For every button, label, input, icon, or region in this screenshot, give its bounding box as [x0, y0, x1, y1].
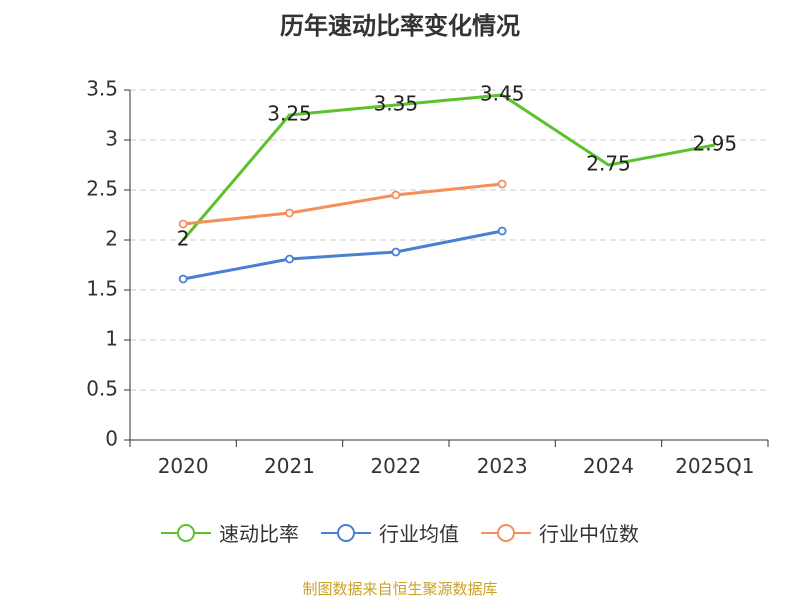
- data-label: 3.35: [374, 92, 419, 116]
- legend-label: 行业中位数: [539, 522, 639, 546]
- series-point-3: [497, 179, 507, 189]
- grid-lines: [130, 89, 768, 391]
- data-label: 2: [177, 227, 190, 251]
- chart-title: 历年速动比率变化情况: [280, 12, 520, 40]
- series-point-3: [178, 219, 188, 229]
- series-line-1: [182, 93, 716, 241]
- x-tick-label: 2025Q1: [675, 454, 754, 478]
- series-point-2: [497, 226, 507, 236]
- x-tick-label: 2021: [264, 454, 315, 478]
- series-line-2: [182, 229, 503, 281]
- series-point-3: [285, 208, 294, 218]
- y-tick-label: 2.5: [86, 177, 118, 201]
- legend-item-series-1[interactable]: 速动比率: [161, 518, 299, 547]
- data-label: 3.25: [267, 102, 312, 126]
- y-tick-label: 3: [105, 127, 118, 151]
- axes: [129, 90, 768, 441]
- y-axis-ticks: 0 0.5 1 1.5 2 2.5 3 3.5: [86, 77, 130, 451]
- y-tick-label: 3.5: [86, 77, 118, 101]
- series-line-3: [183, 182, 503, 226]
- series-point-2: [391, 247, 401, 257]
- series-point-3: [391, 190, 401, 200]
- y-tick-label: 1: [105, 327, 118, 351]
- x-tick-label: 2023: [477, 454, 528, 478]
- y-tick-label: 0: [105, 427, 118, 451]
- x-axis-ticks: 2020 2021 2022 2023 2024 2025Q1: [129, 440, 769, 478]
- y-tick-label: 1.5: [86, 277, 118, 301]
- data-label: 2.95: [693, 132, 738, 156]
- legend-line-icon-green: [161, 523, 211, 542]
- y-tick-label: 0.5: [86, 377, 118, 401]
- data-label: 2.75: [586, 152, 631, 176]
- series-markers: [178, 179, 507, 284]
- legend-label: 行业均值: [379, 522, 459, 546]
- legend-item-series-2[interactable]: 行业均值: [321, 518, 459, 547]
- source-note: 制图数据来自恒生聚源数据库: [302, 580, 498, 598]
- series-lines: [182, 93, 716, 281]
- series-point-2: [285, 254, 294, 264]
- series-point-2: [178, 274, 188, 284]
- x-tick-label: 2024: [583, 454, 634, 478]
- legend-line-icon-blue: [321, 523, 371, 542]
- legend-label: 速动比率: [219, 522, 299, 546]
- x-tick-label: 2020: [158, 454, 209, 478]
- legend: 速动比率 行业均值 行业中位数: [0, 518, 800, 547]
- legend-item-series-3[interactable]: 行业中位数: [481, 518, 639, 547]
- data-labels: 2 3.25 3.35 3.45 2.75 2.95: [177, 82, 737, 251]
- y-tick-label: 2: [105, 227, 118, 251]
- x-tick-label: 2022: [370, 454, 421, 478]
- data-label: 3.45: [480, 82, 525, 106]
- legend-line-icon-orange: [481, 523, 531, 542]
